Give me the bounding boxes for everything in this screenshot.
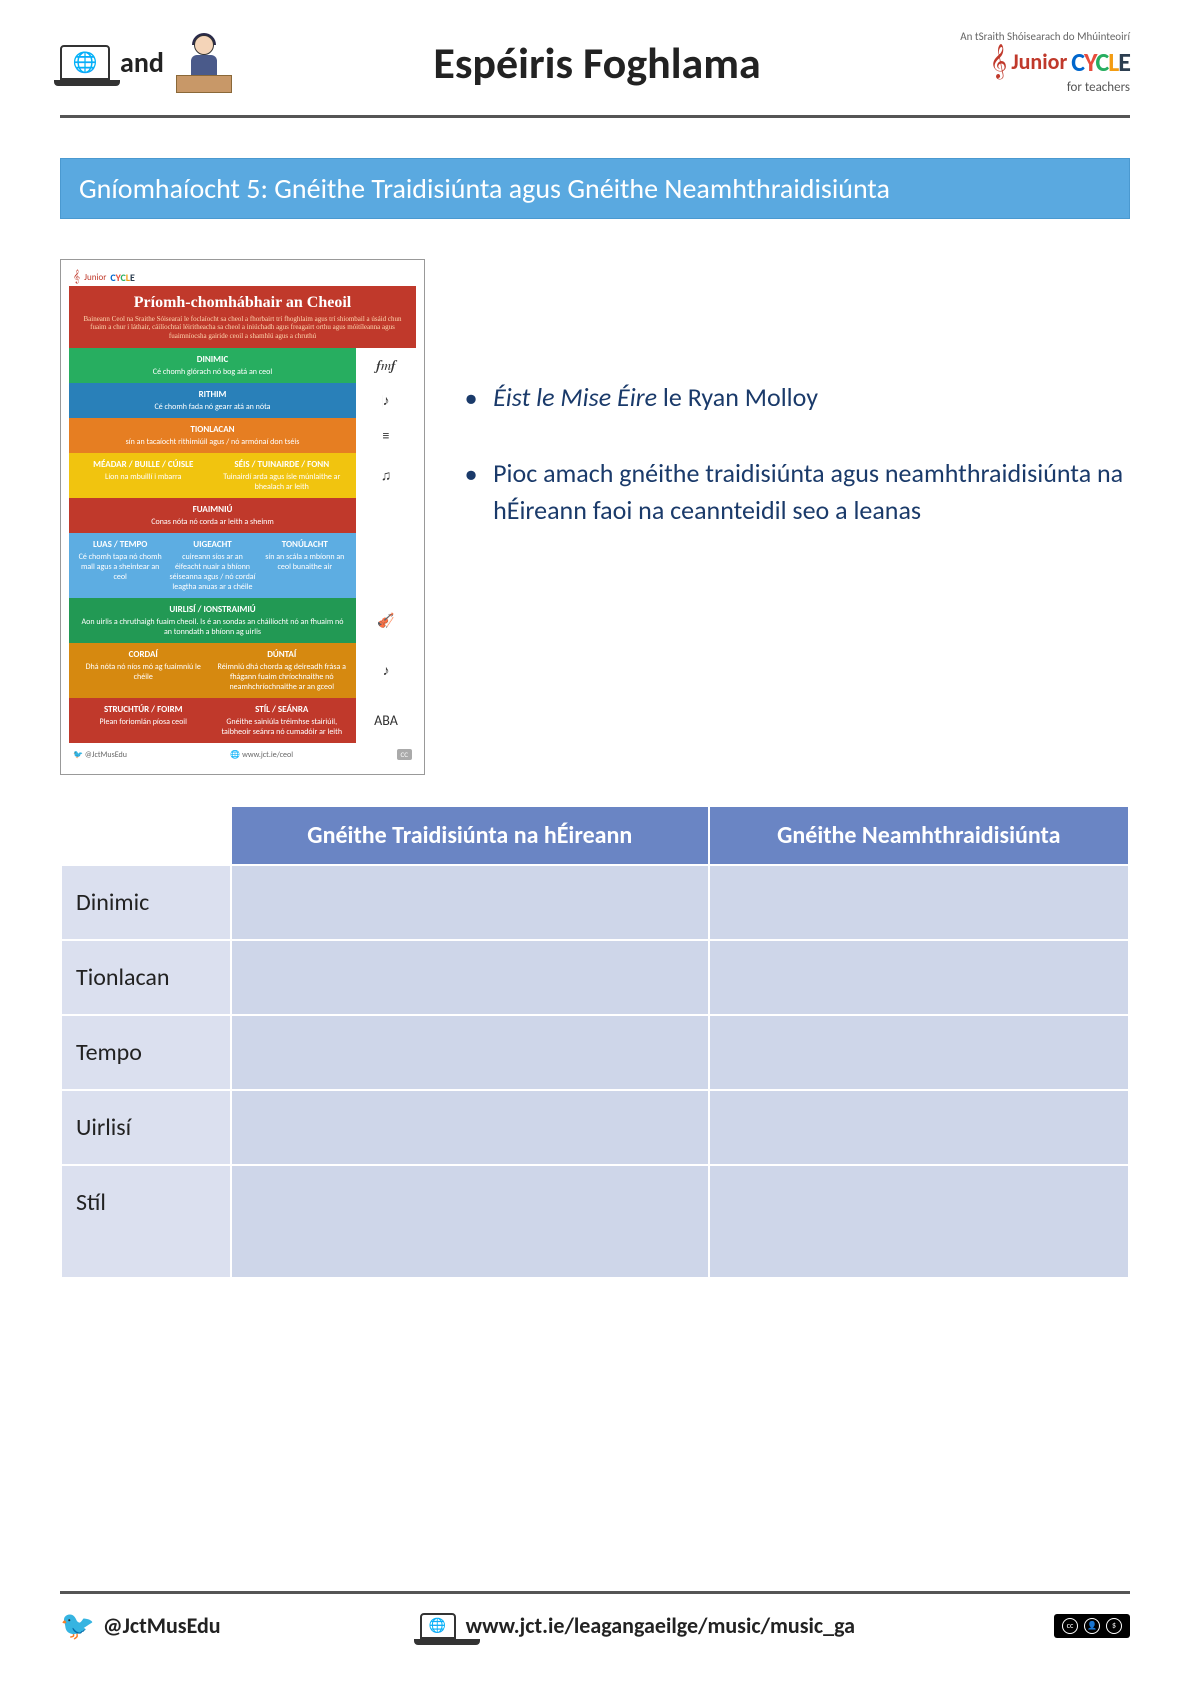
- poster-row: CORDAÍDhá nóta nó níos mó ag fuaimniú le…: [69, 643, 416, 698]
- table-row: Tionlacan: [61, 940, 1129, 1015]
- table-row-label: Tempo: [61, 1015, 231, 1090]
- poster-row: DINIMICCé chomh glórach nó bog atá an ce…: [69, 348, 416, 383]
- table-row-label: Dinimic: [61, 865, 231, 940]
- music-elements-poster: 𝄞 JuniorCYCLE Príomh-chomhábhair an Cheo…: [60, 259, 425, 775]
- table-row-label: Tionlacan: [61, 940, 231, 1015]
- and-label: and: [120, 45, 164, 80]
- page-title: Espéiris Foghlama: [433, 36, 760, 90]
- table-cell-nontraditional[interactable]: [709, 1165, 1129, 1278]
- instruction-bullets: ● Éist le Mise Éire le Ryan Molloy ● Pio…: [465, 259, 1130, 775]
- page-footer: 🐦 @JctMusEdu 🌐 www.jct.ie/leagangaeilge/…: [60, 1591, 1130, 1643]
- bullet-dot-icon: ●: [465, 379, 477, 415]
- treble-clef-icon: 𝄞: [73, 270, 80, 284]
- poster-row: TIONLACANsín an tacaíocht rithimiúil agu…: [69, 418, 416, 453]
- poster-row: STRUCHTÚR / FOIRMPlean foriomlán píosa c…: [69, 698, 416, 743]
- globe-icon: 🌐: [429, 1617, 446, 1634]
- table-row: Tempo: [61, 1015, 1129, 1090]
- bullet-italic-text: Éist le Mise Éire: [493, 381, 657, 413]
- table-cell-traditional[interactable]: [231, 1090, 709, 1165]
- table-row-label: Uirlisí: [61, 1090, 231, 1165]
- table-cell-nontraditional[interactable]: [709, 865, 1129, 940]
- twitter-icon: 🐦: [60, 1608, 95, 1643]
- poster-row: UIRLISÍ / IONSTRAIMIÚAon uirlis a chruth…: [69, 598, 416, 643]
- logo-tagline: An tSraith Shóisearach do Mhúinteoirí: [960, 30, 1130, 43]
- poster-title: Príomh-chomhábhair an Cheoil: [75, 294, 410, 312]
- laptop-icon: 🌐: [420, 1613, 456, 1639]
- poster-handle: 🐦 @JctMusEdu: [73, 750, 127, 760]
- mid-section: 𝄞 JuniorCYCLE Príomh-chomhábhair an Cheo…: [60, 259, 1130, 775]
- poster-footer: 🐦 @JctMusEdu 🌐 www.jct.ie/ceol CC: [69, 743, 416, 766]
- table-header-col1: Gnéithe Traidisiúnta na hÉireann: [231, 806, 709, 865]
- poster-subtitle: Baineann Ceol na Sraithe Sóisearaí le fo…: [75, 315, 410, 340]
- poster-row: LUAS / TEMPOCé chomh tapa nó chomh mall …: [69, 533, 416, 598]
- table-cell-nontraditional[interactable]: [709, 1015, 1129, 1090]
- bullet-item: ● Pioc amach gnéithe traidisiúnta agus n…: [465, 455, 1130, 528]
- globe-icon: 🌐: [73, 50, 98, 75]
- cc-icon: CC: [397, 749, 412, 760]
- bullet-rest-text: le Ryan Molloy: [657, 381, 818, 413]
- table-cell-traditional[interactable]: [231, 865, 709, 940]
- logo-junior: Junior: [1011, 48, 1067, 75]
- poster-url: 🌐 www.jct.ie/ceol: [230, 750, 293, 760]
- footer-handle: 🐦 @JctMusEdu: [60, 1608, 221, 1643]
- logo-sub: for teachers: [1067, 80, 1130, 95]
- activity-banner: Gníomhaíocht 5: Gnéithe Traidisiúnta agu…: [60, 158, 1130, 219]
- poster-row: FUAIMNIÚConas nóta nó corda ar leith a s…: [69, 498, 416, 533]
- bullet-item: ● Éist le Mise Éire le Ryan Molloy: [465, 379, 1130, 415]
- cc-license-badge: cc 👤 $: [1054, 1614, 1130, 1638]
- features-table: Gnéithe Traidisiúnta na hÉireann Gnéithe…: [60, 805, 1130, 1279]
- by-icon: 👤: [1084, 1618, 1100, 1634]
- bullet-dot-icon: ●: [465, 455, 477, 528]
- table-row: Stíl: [61, 1165, 1129, 1278]
- table-corner: [61, 806, 231, 865]
- table-header-col2: Gnéithe Neamhthraidisiúnta: [709, 806, 1129, 865]
- header-left: 🌐 and: [60, 33, 234, 93]
- table-row: Dinimic: [61, 865, 1129, 940]
- poster-row: MÉADAR / BUILLE / CÚISLELíon na mbuillí …: [69, 453, 416, 498]
- table-row: Uirlisí: [61, 1090, 1129, 1165]
- table-cell-traditional[interactable]: [231, 940, 709, 1015]
- table-cell-nontraditional[interactable]: [709, 1090, 1129, 1165]
- poster-row: RITHIMCé chomh fada nó gearr atá an nóta…: [69, 383, 416, 418]
- treble-clef-icon: 𝄞: [990, 43, 1008, 80]
- bullet-text: Pioc amach gnéithe traidisiúnta agus nea…: [493, 455, 1130, 528]
- logo-cycle: CYCLE: [1071, 46, 1130, 78]
- cc-icon: cc: [1062, 1618, 1078, 1634]
- table-cell-nontraditional[interactable]: [709, 940, 1129, 1015]
- table-cell-traditional[interactable]: [231, 1165, 709, 1278]
- table-row-label: Stíl: [61, 1165, 231, 1278]
- footer-url: 🌐 www.jct.ie/leagangaeilge/music/music_g…: [420, 1612, 855, 1639]
- page-header: 🌐 and Espéiris Foghlama An tSraith Shóis…: [60, 30, 1130, 118]
- junior-cycle-logo: An tSraith Shóisearach do Mhúinteoirí 𝄞 …: [960, 30, 1130, 95]
- laptop-icon: 🌐: [60, 45, 110, 80]
- table-cell-traditional[interactable]: [231, 1015, 709, 1090]
- nc-icon: $: [1106, 1618, 1122, 1634]
- student-at-desk-icon: [174, 33, 234, 93]
- poster-header: Príomh-chomhábhair an Cheoil Baineann Ce…: [69, 286, 416, 348]
